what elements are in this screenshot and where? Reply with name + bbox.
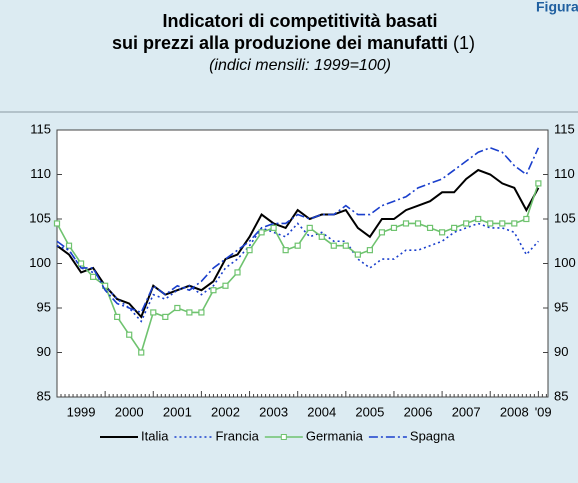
y2-tick-label: 100 bbox=[554, 255, 576, 270]
marker bbox=[270, 224, 277, 231]
marker bbox=[438, 229, 446, 236]
legend-label: Italia bbox=[141, 428, 169, 443]
legend-item: Francia bbox=[174, 428, 260, 443]
marker bbox=[330, 242, 337, 249]
marker bbox=[511, 220, 518, 227]
marker bbox=[258, 229, 265, 236]
marker bbox=[378, 229, 386, 236]
x-tick-label: 2003 bbox=[259, 404, 288, 419]
marker bbox=[487, 220, 494, 227]
y2-tick-label: 105 bbox=[554, 210, 576, 225]
series-line bbox=[56, 222, 539, 323]
plot-area bbox=[56, 129, 549, 398]
marker bbox=[198, 309, 205, 316]
legend-item: Germania bbox=[264, 428, 364, 443]
marker bbox=[246, 247, 253, 254]
y2-tick-label: 95 bbox=[554, 299, 568, 314]
x-tick-label: '09 bbox=[535, 404, 552, 419]
x-tick-label: 1999 bbox=[67, 404, 96, 419]
marker bbox=[306, 224, 313, 231]
marker bbox=[318, 233, 325, 240]
marker bbox=[174, 304, 181, 312]
marker bbox=[499, 220, 506, 227]
marker bbox=[282, 247, 289, 254]
marker bbox=[65, 242, 73, 249]
legend-item: Spagna bbox=[368, 428, 456, 443]
legend-label: Germania bbox=[306, 428, 364, 443]
figure-label: Figura 2 bbox=[536, 0, 578, 15]
y-tick-label: 95 bbox=[37, 299, 51, 314]
legend-label: Spagna bbox=[410, 428, 456, 443]
y-tick-label: 90 bbox=[37, 344, 51, 359]
marker bbox=[138, 349, 145, 356]
y2-tick-label: 110 bbox=[554, 166, 575, 181]
chart-title: sui prezzi alla produzione dei manufatti bbox=[112, 33, 448, 53]
marker bbox=[114, 313, 121, 320]
y2-tick-label: 115 bbox=[554, 121, 575, 136]
marker bbox=[150, 309, 157, 316]
legend-item: Italia bbox=[100, 428, 169, 443]
x-tick-label: 2001 bbox=[163, 404, 192, 419]
series-line bbox=[56, 168, 540, 319]
marker bbox=[414, 220, 422, 227]
marker bbox=[53, 220, 61, 227]
marker bbox=[402, 220, 410, 227]
y-tick-label: 105 bbox=[29, 210, 51, 225]
marker bbox=[354, 251, 361, 258]
legend-label: Francia bbox=[215, 428, 259, 443]
x-tick-label: 2006 bbox=[404, 404, 433, 419]
x-tick-label: 2007 bbox=[452, 404, 481, 419]
y-tick-label: 110 bbox=[30, 166, 51, 181]
y-tick-label: 115 bbox=[30, 121, 51, 136]
marker bbox=[390, 224, 398, 231]
marker bbox=[234, 269, 241, 276]
marker bbox=[366, 247, 373, 254]
marker bbox=[451, 224, 458, 231]
marker bbox=[126, 331, 133, 338]
marker bbox=[426, 224, 434, 231]
marker bbox=[90, 273, 97, 280]
legend-marker bbox=[280, 434, 287, 440]
y-tick-label: 85 bbox=[37, 388, 51, 403]
x-tick-label: 2002 bbox=[211, 404, 240, 419]
marker bbox=[294, 242, 301, 249]
y-tick-label: 100 bbox=[29, 255, 51, 270]
x-tick-label: 2000 bbox=[115, 404, 144, 419]
x-tick-label: 2004 bbox=[307, 404, 336, 419]
y2-tick-label: 90 bbox=[554, 344, 568, 359]
marker bbox=[475, 215, 482, 223]
marker bbox=[162, 313, 169, 320]
y2-tick-label: 85 bbox=[554, 388, 568, 403]
marker bbox=[342, 242, 349, 249]
marker bbox=[222, 282, 229, 289]
chart-title: Indicatori di competitività basati bbox=[162, 11, 437, 31]
marker bbox=[210, 287, 217, 294]
title-note: (1) bbox=[453, 33, 475, 53]
x-tick-label: 2008 bbox=[500, 404, 529, 419]
x-tick-label: 2005 bbox=[355, 404, 384, 419]
marker bbox=[77, 260, 85, 267]
marker bbox=[523, 215, 530, 223]
marker bbox=[186, 309, 193, 316]
series-line bbox=[56, 146, 540, 314]
marker bbox=[535, 180, 542, 187]
marker bbox=[463, 220, 470, 227]
chart-subtitle: (indici mensili: 1999=100) bbox=[209, 57, 391, 74]
